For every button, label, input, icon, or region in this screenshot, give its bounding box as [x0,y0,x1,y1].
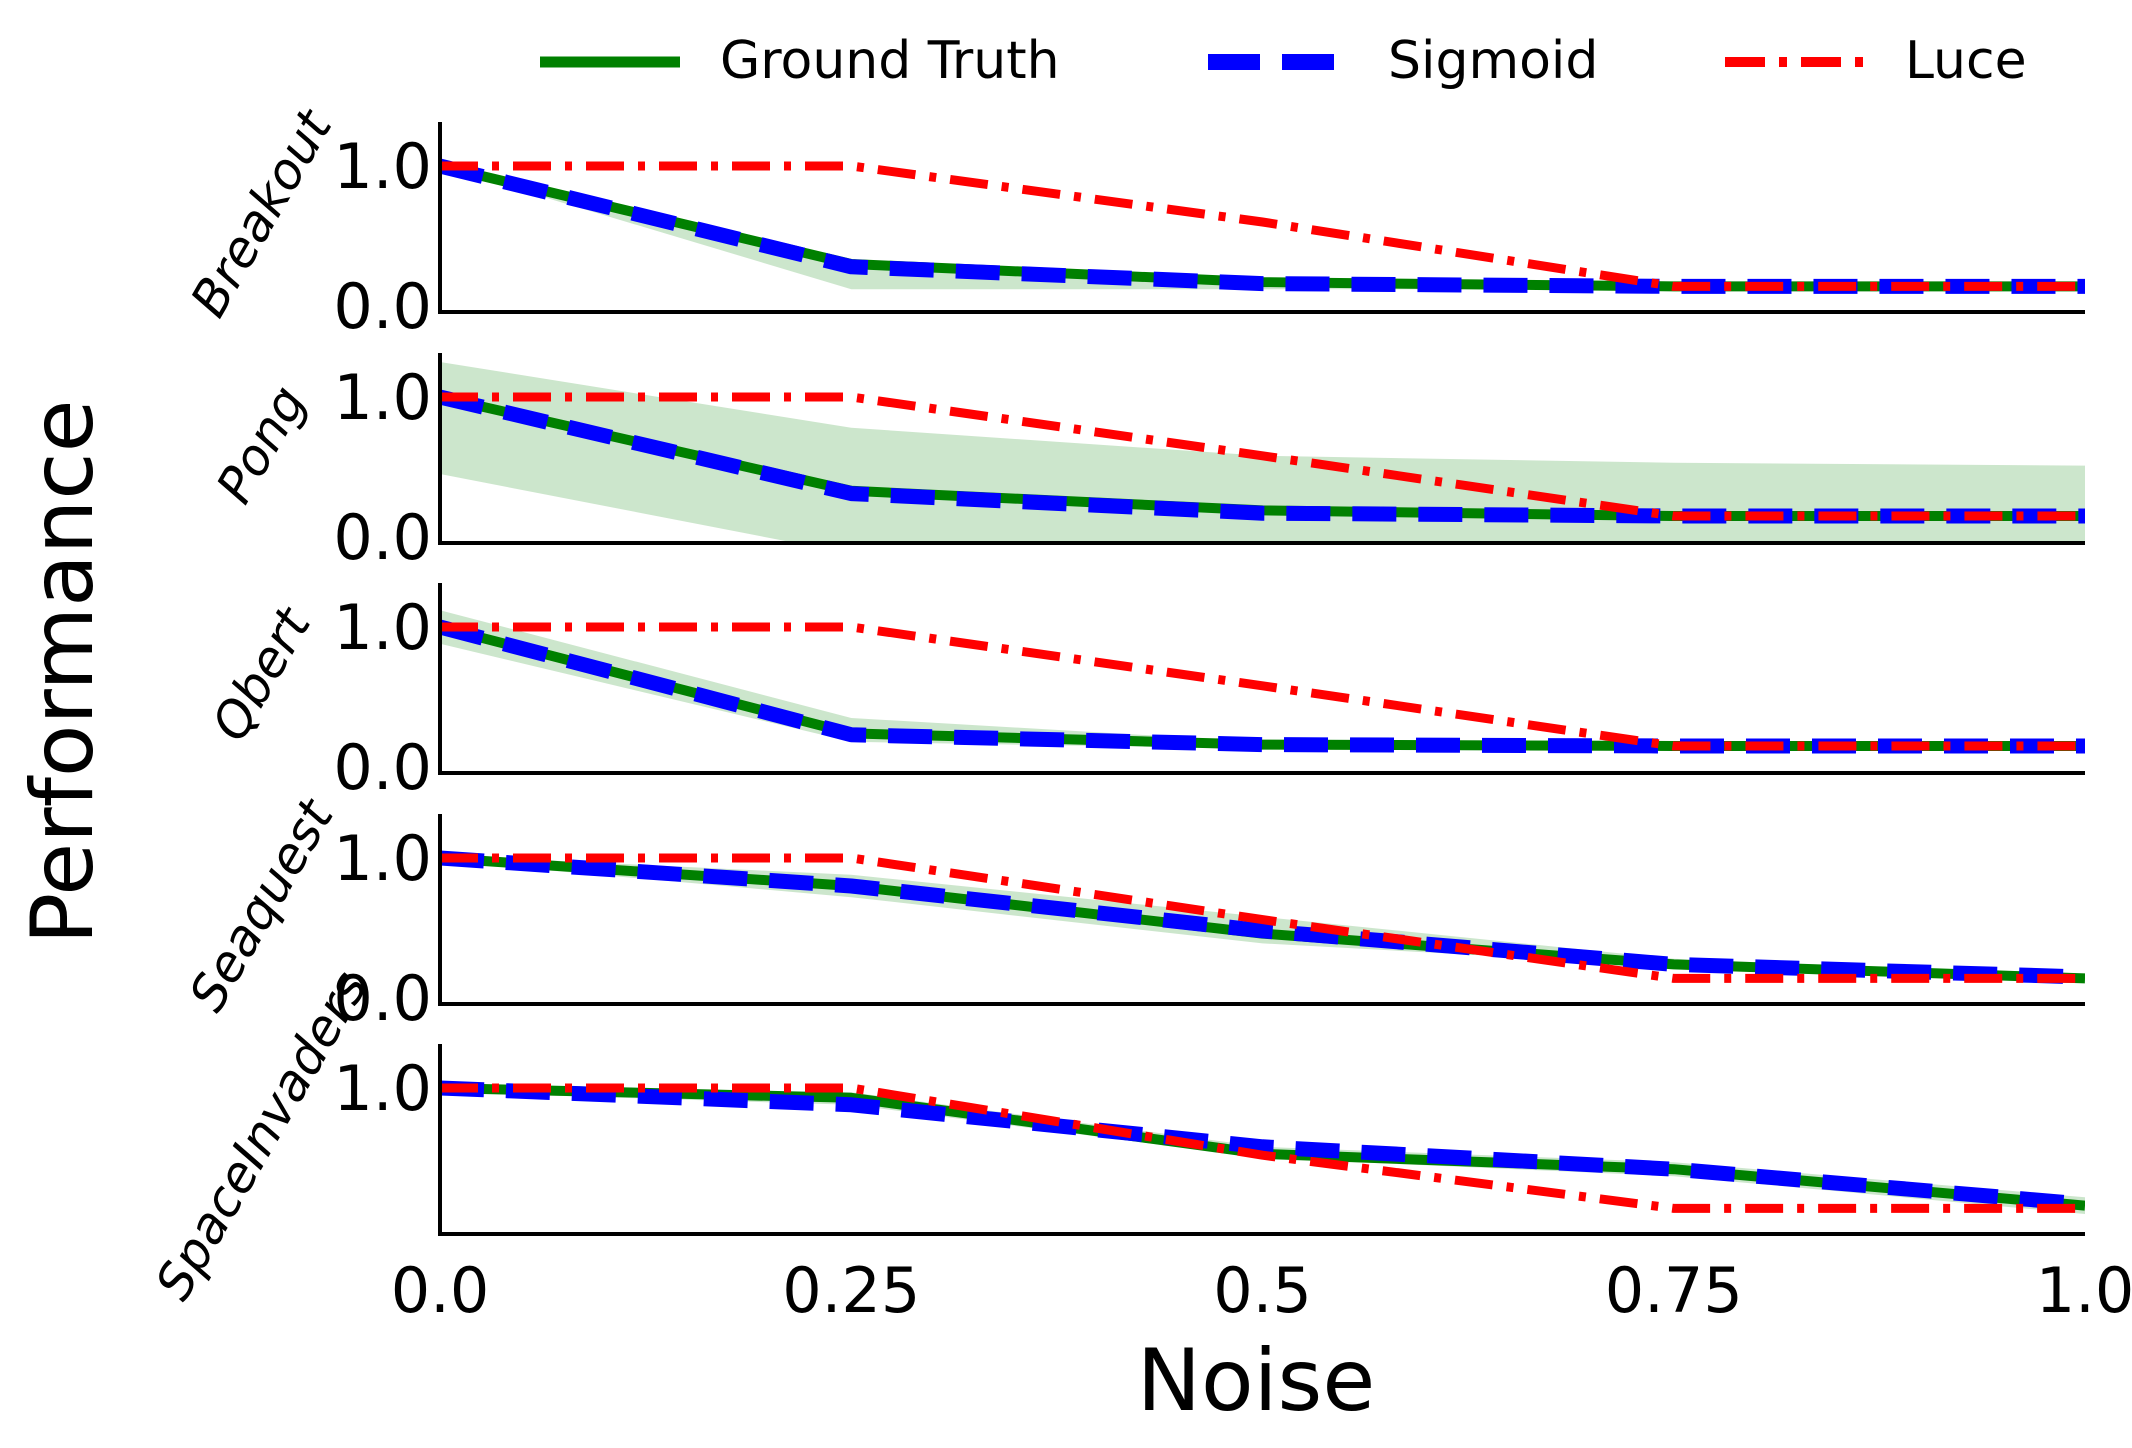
x-axis: 0.0 0.25 0.5 0.75 1.0 [391,1254,2132,1327]
x-tick-label: 0.5 [1213,1254,1312,1327]
y-axis-label: Performance [13,400,113,945]
series-line-seaquest-sigmoid [440,850,2085,985]
panel-name-label: Qbert [201,596,323,750]
series-line-pong-sigmoid [440,389,2085,524]
series-line-breakout-luce [440,161,2085,291]
legend: Ground Truth Sigmoid Luce [540,31,2027,91]
series-line-spaceinvaders-luce [440,1083,2085,1213]
series-line-qbert-luce [440,622,2085,751]
panel-name-label: Pong [205,376,317,513]
x-tick-label: 0.75 [1605,1254,1743,1327]
x-axis-label: Noise [1137,1331,1376,1431]
y-tick-label: 1.0 [333,130,432,203]
series-line-spaceinvaders-sigmoid [440,1080,2085,1212]
y-tick-label: 1.0 [333,1052,432,1125]
legend-label-sigmoid: Sigmoid [1388,31,1598,91]
x-tick-label: 1.0 [2036,1254,2132,1327]
panels: 1.00.0Breakout1.00.0Pong1.00.0Qbert1.00.… [144,99,2085,1310]
y-tick-label: 1.0 [333,361,432,434]
y-tick-label: 0.0 [333,731,432,804]
panel-name-label: SpaceInvaders [144,962,378,1310]
y-tick-label: 1.0 [333,822,432,895]
y-tick-label: 0.0 [333,270,432,343]
panel-name-label: Breakout [179,99,344,327]
series-line-breakout-sigmoid [440,158,2085,294]
series-line-seaquest-luce [440,853,2085,983]
legend-label-luce: Luce [1905,31,2027,91]
legend-label-ground-truth: Ground Truth [720,31,1060,91]
x-tick-label: 0.25 [782,1254,920,1327]
y-tick-label: 0.0 [333,501,432,574]
series-line-pong-luce [440,392,2085,521]
y-tick-label: 1.0 [333,591,432,664]
y-tick-label: 0.0 [333,962,432,1035]
x-tick-label: 0.0 [391,1254,490,1327]
series-line-qbert-sigmoid [440,619,2085,754]
